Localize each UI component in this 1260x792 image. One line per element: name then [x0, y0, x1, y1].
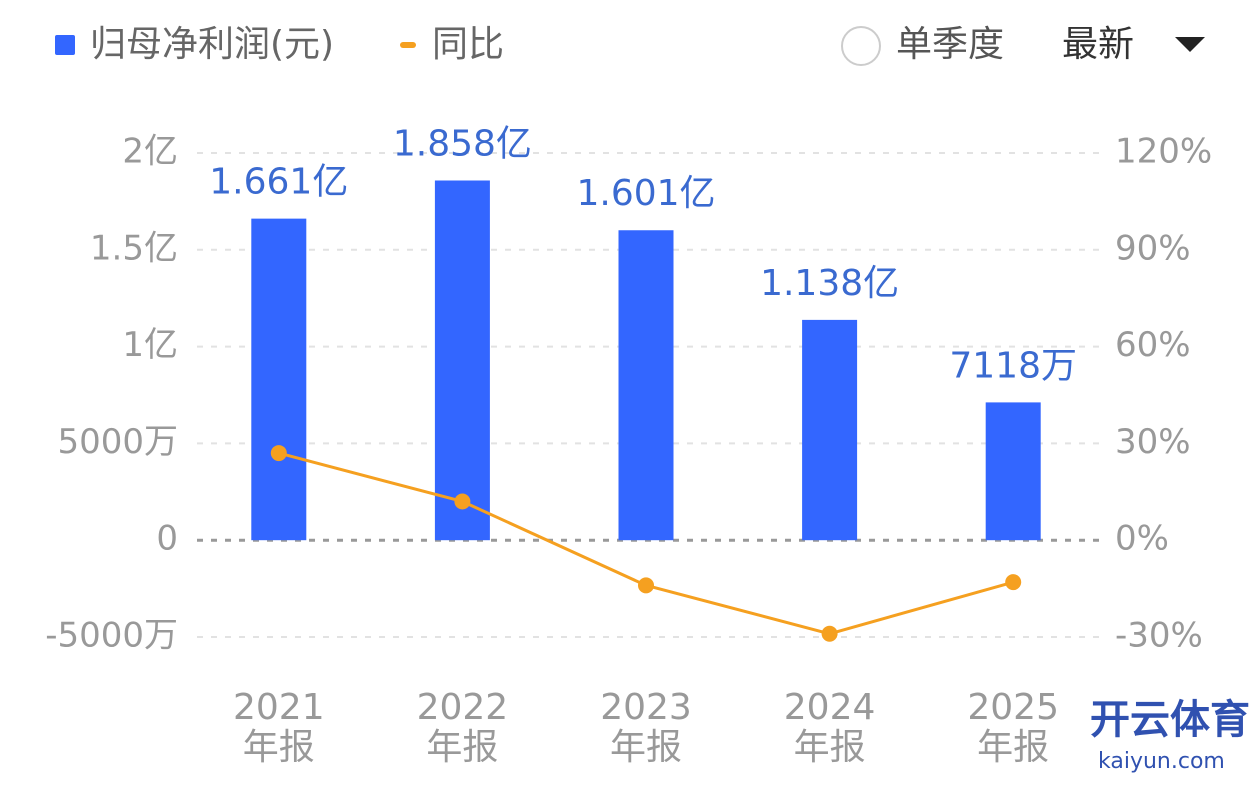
y-tick-label: 1.5亿 — [90, 228, 178, 268]
legend-swatch-bar — [55, 35, 75, 55]
y-tick-label: -5000万 — [45, 616, 178, 656]
y2-tick-label: 60% — [1115, 325, 1191, 365]
legend-label: 归母净利润(元) — [90, 24, 334, 65]
y-tick-label: 2亿 — [122, 132, 178, 172]
data-label: 1.601亿 — [576, 173, 715, 214]
line-point — [638, 577, 654, 594]
radio-button[interactable] — [841, 26, 881, 66]
legend-swatch-line — [400, 42, 416, 48]
x-tick-label: 2022 年报 — [416, 687, 509, 768]
line-point — [1005, 574, 1022, 591]
y-tick-label: 5000万 — [57, 422, 178, 462]
line-point — [821, 625, 838, 642]
y2-tick-label: 0% — [1115, 519, 1169, 559]
data-label: 1.858亿 — [393, 123, 532, 164]
bar — [985, 402, 1041, 541]
y-tick-label: 0 — [156, 519, 178, 559]
legend-label: 同比 — [432, 24, 504, 65]
bar — [618, 230, 674, 541]
bar — [251, 218, 307, 541]
y2-tick-label: 30% — [1115, 422, 1191, 462]
y2-tick-label: 120% — [1115, 132, 1212, 172]
watermark-site: kaiyun.com — [1098, 749, 1225, 774]
data-label: 1.138亿 — [760, 263, 899, 304]
x-tick-label: 2025 年报 — [967, 687, 1059, 768]
data-label: 1.661亿 — [209, 162, 348, 203]
watermark-brand: 开云体育 — [1090, 697, 1250, 743]
line-point — [454, 493, 471, 510]
legend: 归母净利润(元) 同比 — [55, 24, 504, 65]
dropdown-label[interactable]: 最新 — [1062, 24, 1134, 65]
bar — [802, 319, 858, 541]
y2-tick-label: 90% — [1115, 228, 1191, 268]
watermark: 开云体育 kaiyun.com — [1090, 697, 1250, 774]
x-tick-label: 2021 年报 — [232, 687, 325, 768]
data-label: 7118万 — [949, 345, 1077, 386]
x-tick-label: 2024 年报 — [783, 687, 876, 768]
y2-tick-label: -30% — [1115, 616, 1203, 656]
dropdown-arrow[interactable] — [1175, 37, 1205, 52]
y-tick-label: 1亿 — [122, 325, 178, 365]
line-point — [270, 445, 287, 462]
radio-label[interactable]: 单季度 — [896, 24, 1004, 65]
bar — [434, 180, 490, 541]
x-tick-label: 2023 年报 — [600, 687, 692, 768]
